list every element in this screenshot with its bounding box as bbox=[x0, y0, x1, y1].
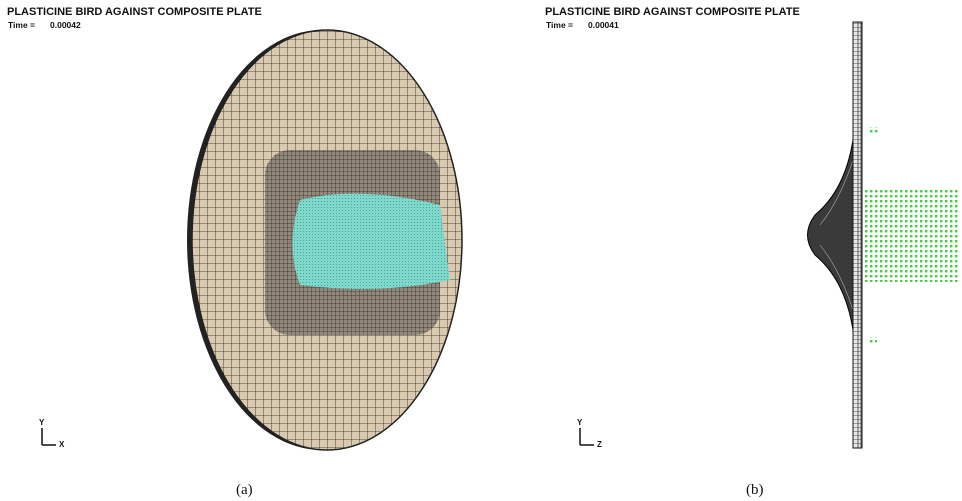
figure: PLASTICINE BIRD AGAINST COMPOSITE PLATE … bbox=[0, 0, 962, 501]
caption: (a) bbox=[236, 482, 253, 498]
plate-side bbox=[853, 22, 862, 448]
axis-label: Y bbox=[577, 418, 583, 427]
time-label: Time = bbox=[8, 20, 35, 30]
axis-label: Y bbox=[39, 418, 45, 427]
axis-label: Z bbox=[597, 440, 602, 449]
title: PLASTICINE BIRD AGAINST COMPOSITE PLATE bbox=[545, 6, 800, 18]
bird-particles bbox=[863, 190, 960, 282]
time-value: 0.00042 bbox=[50, 20, 81, 30]
title: PLASTICINE BIRD AGAINST COMPOSITE PLATE bbox=[7, 6, 262, 18]
caption: (b) bbox=[746, 482, 764, 498]
time-value: 0.00041 bbox=[588, 20, 619, 30]
bulge bbox=[808, 140, 854, 330]
panel-b: PLASTICINE BIRD AGAINST COMPOSITE PLATE … bbox=[545, 6, 960, 498]
panel-a: PLASTICINE BIRD AGAINST COMPOSITE PLATE … bbox=[7, 6, 462, 498]
time-label: Time = bbox=[546, 20, 573, 30]
axis-label: X bbox=[59, 440, 65, 449]
bird bbox=[293, 194, 451, 289]
